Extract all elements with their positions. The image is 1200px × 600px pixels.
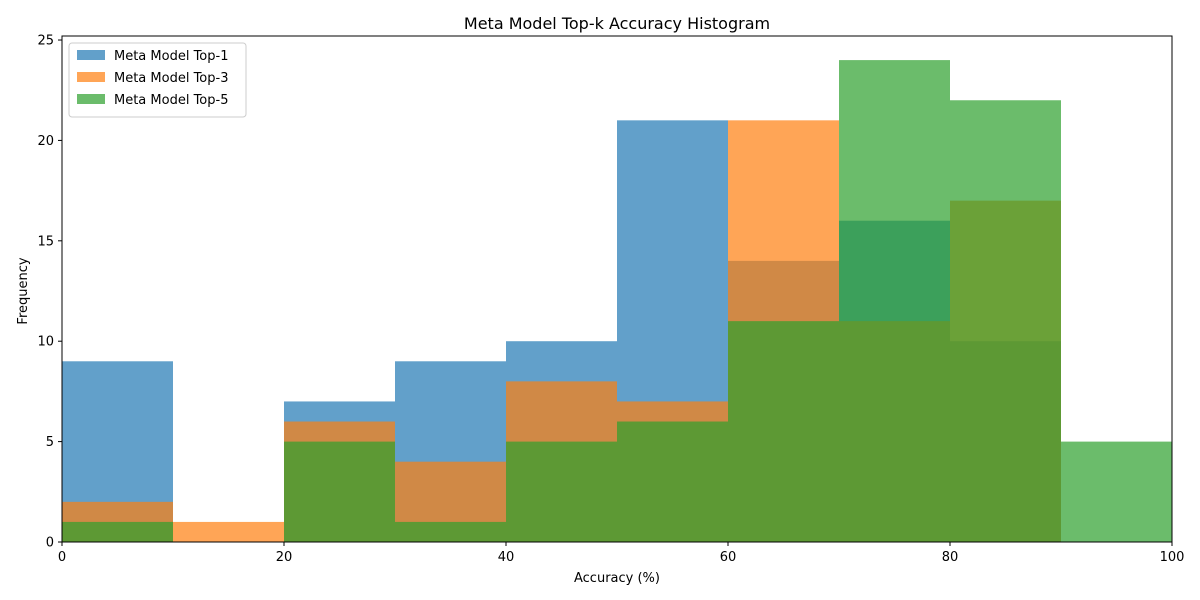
x-tick-label: 80: [942, 550, 959, 565]
legend-label: Meta Model Top-5: [114, 93, 228, 108]
bar-series3-bin3: [395, 521, 506, 542]
chart-title: Meta Model Top-k Accuracy Histogram: [464, 14, 770, 33]
legend-swatch: [77, 94, 105, 104]
x-tick-label: 100: [1160, 550, 1185, 565]
bar-series2-bin1: [173, 521, 284, 542]
y-tick-label: 25: [37, 34, 54, 49]
legend-swatch: [77, 50, 105, 60]
bar-series3-bin8: [950, 100, 1061, 542]
bar-series3-bin4: [506, 441, 617, 542]
legend: Meta Model Top-1 Meta Model Top-3 Meta Mod…: [68, 42, 247, 118]
legend-box: [68, 42, 247, 118]
y-axis-label: Frequency: [16, 257, 31, 324]
legend-label: Meta Model Top-1: [114, 49, 228, 64]
bar-series3-bin6: [728, 321, 839, 542]
bar-series3-bin2: [284, 441, 395, 542]
bars-layer: [62, 60, 1172, 542]
x-tick-label: 60: [720, 550, 737, 565]
legend-swatch: [77, 72, 105, 82]
y-tick-label: 10: [37, 335, 54, 350]
bar-series3-bin5: [617, 421, 728, 542]
x-tick-label: 0: [58, 550, 66, 565]
y-tick-label: 15: [37, 234, 54, 249]
y-tick-label: 20: [37, 134, 54, 149]
x-tick-label: 20: [276, 550, 293, 565]
axes-layer: 0 20 40 60 80 100 0 5 10 15 20 25: [37, 34, 1184, 565]
bar-series3-bin0: [62, 521, 173, 542]
bar-series3-bin7: [839, 60, 950, 542]
plot-frame: [61, 35, 1173, 543]
bar-series3-bin9: [1061, 441, 1172, 542]
x-tick-label: 40: [498, 550, 515, 565]
x-axis-label: Accuracy (%): [574, 571, 660, 586]
y-tick-label: 0: [46, 536, 54, 551]
legend-label: Meta Model Top-3: [114, 71, 228, 86]
y-tick-label: 5: [46, 435, 54, 450]
